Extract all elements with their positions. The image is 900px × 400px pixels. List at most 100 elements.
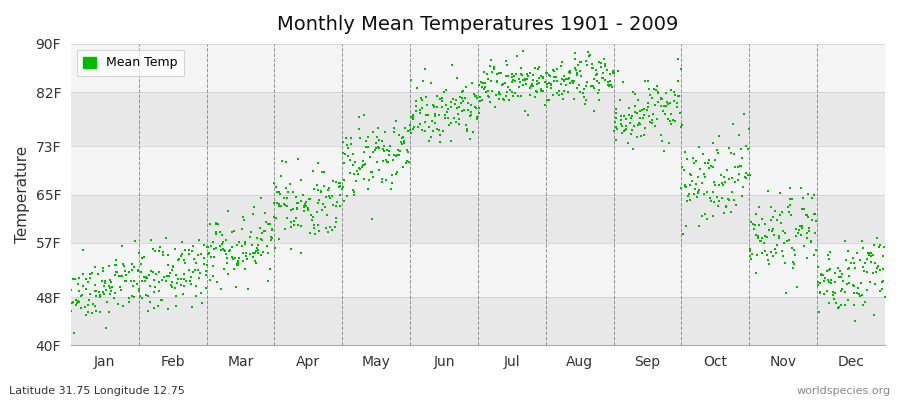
Point xyxy=(194,290,209,296)
Point xyxy=(662,100,677,106)
Point xyxy=(63,308,77,314)
Point xyxy=(265,227,279,234)
Point xyxy=(636,106,651,113)
Point xyxy=(237,217,251,223)
Point xyxy=(326,178,340,184)
Point xyxy=(404,114,419,120)
Point xyxy=(287,218,302,224)
Point xyxy=(143,283,157,289)
Point xyxy=(130,267,145,273)
Point xyxy=(841,266,855,272)
Point xyxy=(649,86,663,93)
Point xyxy=(284,206,298,213)
Point xyxy=(103,284,117,291)
Point xyxy=(664,111,679,117)
Point xyxy=(724,189,739,195)
Point xyxy=(102,282,116,289)
Point xyxy=(861,252,876,258)
Point xyxy=(608,118,622,125)
Point xyxy=(313,188,328,195)
Point xyxy=(110,269,124,276)
Point xyxy=(337,177,351,184)
Point xyxy=(544,81,558,88)
Point xyxy=(320,211,334,218)
Point xyxy=(109,257,123,263)
Point xyxy=(392,132,406,138)
Point xyxy=(178,247,193,254)
Point xyxy=(869,235,884,241)
Point xyxy=(87,303,102,309)
Point xyxy=(152,279,166,286)
Point xyxy=(677,166,691,173)
Point xyxy=(124,293,139,299)
Point xyxy=(292,222,306,228)
Point xyxy=(701,159,716,166)
Point xyxy=(549,74,563,80)
Point xyxy=(398,124,412,131)
Point xyxy=(868,260,883,266)
Point xyxy=(618,127,633,133)
Point xyxy=(633,108,647,114)
Point xyxy=(103,276,117,283)
Point xyxy=(163,270,177,276)
Point xyxy=(341,152,356,159)
Point xyxy=(372,167,386,173)
Point xyxy=(822,256,836,262)
Point xyxy=(710,194,724,200)
Point xyxy=(166,263,181,270)
Point xyxy=(201,251,215,257)
Point xyxy=(444,99,458,106)
Point xyxy=(660,99,674,105)
Point xyxy=(459,122,473,128)
Point xyxy=(657,148,671,155)
Point xyxy=(231,258,246,264)
Point xyxy=(612,97,626,104)
Point xyxy=(294,198,309,204)
Point xyxy=(338,135,353,142)
Point xyxy=(67,330,81,336)
Point xyxy=(727,196,742,203)
Point xyxy=(754,235,769,241)
Point xyxy=(135,278,149,284)
Point xyxy=(694,212,708,219)
Point xyxy=(332,180,347,186)
Point xyxy=(310,181,324,188)
Point xyxy=(191,252,205,258)
Point xyxy=(518,81,533,88)
Point xyxy=(728,164,742,170)
Point xyxy=(387,152,401,159)
Point xyxy=(823,248,837,255)
Point xyxy=(96,289,111,295)
Point xyxy=(104,288,118,294)
Point xyxy=(161,252,176,258)
Point xyxy=(761,256,776,263)
Point xyxy=(811,279,825,286)
Point xyxy=(847,260,861,266)
Point xyxy=(594,60,608,67)
Point xyxy=(727,151,742,157)
Point xyxy=(800,230,814,236)
Point xyxy=(494,70,508,76)
Point xyxy=(325,192,339,199)
Point xyxy=(508,90,522,96)
Point xyxy=(446,115,461,121)
Point xyxy=(472,110,486,116)
Point xyxy=(474,79,489,86)
Point xyxy=(89,308,104,314)
Point xyxy=(482,94,496,100)
Point xyxy=(860,269,875,276)
Point xyxy=(293,177,308,183)
Point xyxy=(518,76,532,82)
Point xyxy=(395,141,410,148)
Point xyxy=(814,289,828,295)
Point xyxy=(188,267,202,274)
Point xyxy=(709,147,724,154)
Point xyxy=(464,109,478,115)
Point xyxy=(353,134,367,141)
Point xyxy=(634,107,649,113)
Point xyxy=(505,71,519,77)
Point xyxy=(141,292,156,299)
Point xyxy=(786,258,800,265)
Point xyxy=(427,103,441,110)
Point xyxy=(370,134,384,140)
